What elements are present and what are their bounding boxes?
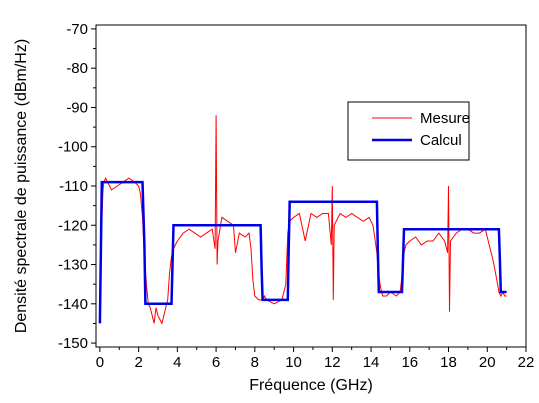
legend-box [347,101,470,161]
y-tick-label: -100 [58,139,88,156]
x-tick-label: 0 [96,354,104,371]
y-tick-label: -110 [59,178,88,195]
y-tick-label: -70 [66,21,88,38]
axes-layer: 0 2 4 6 8 10 12 14 16 18 20 22 -150 -140 -130 -120 -110 -… [58,21,534,371]
x-tick-label: 2 [134,354,142,371]
x-tick-label: 6 [212,354,220,371]
plot-frame [95,24,527,348]
y-tick-label: -140 [58,296,88,313]
series-layer [98,115,507,325]
x-tick-label: 14 [363,354,380,371]
y-tick-label: -120 [58,217,88,234]
x-tick-label: 18 [440,354,457,371]
y-tick-label: -80 [66,60,88,77]
legend-label-calcul: Calcul [420,132,462,149]
legend: Mesure Calcul [347,101,470,161]
y-tick-label: -130 [58,257,88,274]
x-tick-label: 20 [479,354,496,371]
x-tick-label: 22 [518,354,535,371]
x-tick-label: 4 [173,354,181,371]
legend-label-mesure: Mesure [420,110,470,127]
x-tick-label: 16 [401,354,418,371]
x-axis-title: Fréquence (GHz) [249,377,373,394]
x-tick-label: 10 [285,354,302,371]
y-axis-title: Densité spectrale de puissance (dBm/Hz) [13,39,30,333]
x-tick-label: 12 [324,354,341,371]
y-tick-label: -150 [58,335,88,352]
series-line-calcul [98,180,507,324]
x-tick-label: 8 [251,354,259,371]
series-line-mesure [99,115,507,325]
y-tick-label: -90 [66,99,88,116]
